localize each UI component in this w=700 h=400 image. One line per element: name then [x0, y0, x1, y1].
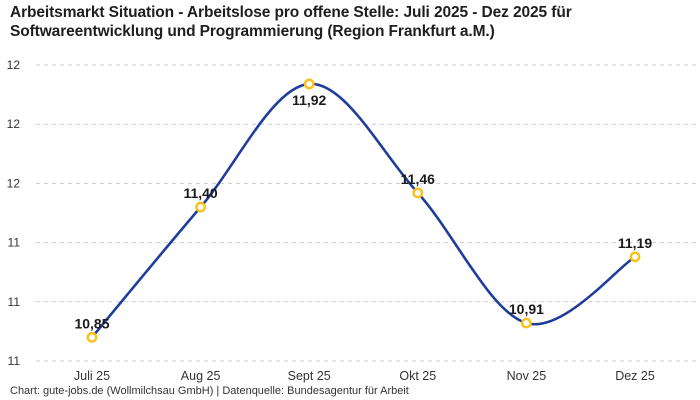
x-axis-tick-label: Dez 25 — [615, 369, 655, 383]
chart-title: Arbeitsmarkt Situation - Arbeitslose pro… — [10, 4, 690, 41]
y-axis-tick-label: 12 — [7, 117, 21, 131]
y-axis-tick-label: 11 — [8, 354, 21, 368]
data-point-value-label: 11,92 — [292, 92, 326, 108]
data-point-marker[interactable] — [86, 331, 98, 343]
x-axis-tick-label: Aug 25 — [181, 369, 221, 383]
x-axis-tick-label: Okt 25 — [399, 369, 436, 383]
chart-source-attribution: Chart: gute-jobs.de (Wollmilchsau GmbH) … — [10, 385, 409, 397]
series-line — [90, 82, 637, 339]
data-point-value-label: 11,19 — [618, 235, 652, 251]
data-point-marker[interactable] — [412, 187, 424, 199]
data-point-marker[interactable] — [195, 201, 207, 213]
data-point-value-label: 11,46 — [401, 171, 435, 187]
chart-title-line-1: Arbeitsmarkt Situation - Arbeitslose pro… — [10, 4, 572, 21]
x-axis-tick-label: Nov 25 — [507, 369, 547, 383]
x-axis-tick-label: Juli 25 — [74, 369, 110, 383]
data-point-value-label: 11,40 — [183, 185, 217, 201]
data-point-marker[interactable] — [629, 251, 641, 263]
data-point-marker[interactable] — [521, 317, 532, 329]
y-axis-tick-label: 11 — [8, 236, 21, 250]
y-axis-tick-label: 12 — [7, 176, 21, 190]
y-axis-tick-label: 12 — [7, 58, 21, 72]
x-axis-tick-label: Sept 25 — [288, 369, 331, 383]
chart-title-line-2: Softwareentwicklung und Programmierung (… — [10, 22, 495, 40]
data-point-value-label: 10,85 — [74, 315, 109, 331]
y-axis-tick-label: 11 — [8, 295, 21, 309]
data-point-marker[interactable] — [303, 78, 315, 90]
data-point-value-label: 10,91 — [509, 301, 544, 317]
